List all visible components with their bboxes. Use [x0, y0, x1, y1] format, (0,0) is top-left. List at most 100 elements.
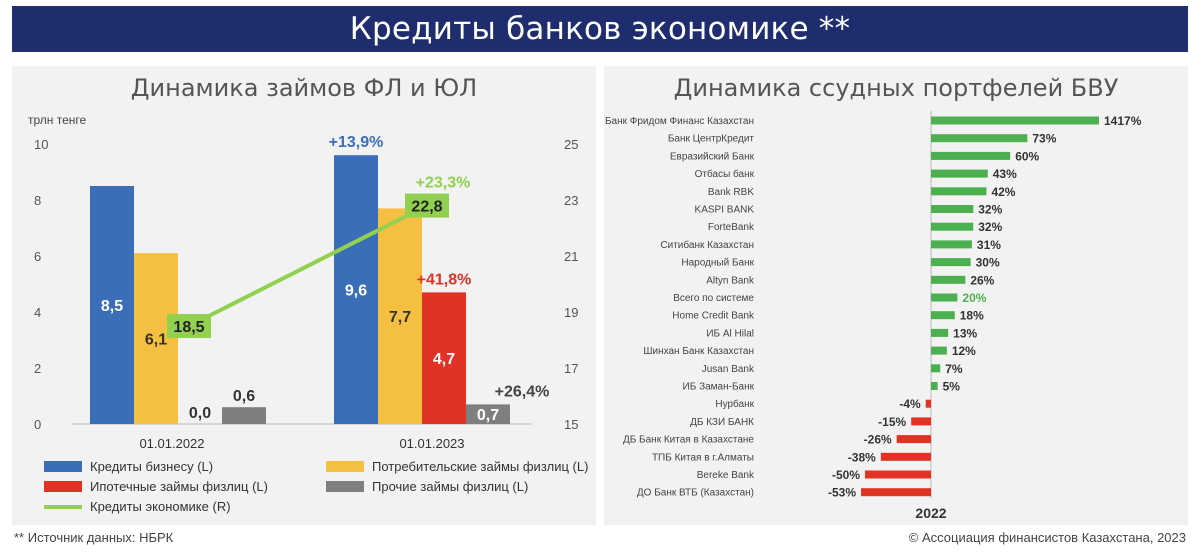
y-tick-label: 10	[34, 137, 48, 152]
bar-value-label: 0,6	[233, 388, 255, 405]
portfolio-bar	[931, 169, 988, 178]
portfolio-value-label: 13%	[953, 326, 977, 340]
bank-name-label: ТПБ Китая в г.Алматы	[652, 452, 754, 463]
growth-label-economy: +23,3%	[416, 175, 471, 192]
portfolio-bar	[931, 328, 949, 337]
bank-name-label: Шинхан Банк Казахстан	[643, 346, 754, 357]
header-banner: Кредиты банков экономике **	[12, 6, 1188, 52]
portfolio-value-label: 30%	[976, 256, 1000, 270]
portfolio-dynamics-chart: Банк Фридом Финанс Казахстан 1417% Банк Це…	[605, 111, 1142, 521]
bank-name-label: Банк Фридом Финанс Казахстан	[605, 116, 754, 127]
legend-swatch-mortgage	[44, 481, 82, 492]
bar-value-label: 6,1	[145, 332, 167, 349]
bar-consumer	[134, 253, 178, 424]
bank-name-label: Народный Банк	[681, 258, 754, 269]
portfolio-bar	[931, 364, 941, 373]
portfolio-value-label: 20%	[962, 291, 986, 305]
bank-name-label: ДО Банк ВТБ (Казахстан)	[637, 488, 754, 499]
portfolio-value-label: 18%	[960, 309, 984, 323]
portfolio-bar	[931, 116, 1099, 125]
portfolio-value-label: 32%	[978, 203, 1002, 217]
portfolio-value-label: 1417%	[1104, 114, 1142, 128]
portfolio-value-label: 26%	[970, 273, 994, 287]
bank-name-label: Евразийский Банк	[670, 151, 755, 162]
legend-label-business: Кредиты бизнесу (L)	[90, 459, 213, 474]
bank-name-label: KASPI BANK	[695, 205, 755, 216]
portfolio-bar	[931, 187, 987, 196]
bank-name-label: ForteBank	[708, 222, 755, 233]
bank-name-label: Home Credit Bank	[672, 311, 755, 322]
copyright-note: © Ассоциация финансистов Казахстана, 202…	[908, 530, 1186, 545]
portfolio-bar	[931, 382, 938, 390]
portfolio-value-label: -53%	[828, 486, 856, 500]
bank-name-label: ИБ Al Hilal	[706, 328, 754, 339]
growth-label-business: +13,9%	[329, 134, 384, 151]
economy-line	[188, 203, 428, 328]
legend-swatch-consumer	[326, 461, 364, 472]
y2-tick-label: 17	[564, 361, 578, 376]
y-tick-label: 6	[34, 249, 41, 264]
x-axis-year-label: 2022	[915, 505, 946, 521]
bar-value-label: 4,7	[433, 351, 455, 368]
bank-name-label: Всего по системе	[673, 293, 754, 304]
y-axis-label: трлн тенге	[28, 113, 86, 127]
portfolio-bar	[931, 275, 966, 284]
bar-value-label: 9,6	[345, 283, 367, 300]
legend-swatch-business	[44, 461, 82, 472]
portfolio-bar	[931, 293, 958, 302]
y-tick-label: 2	[34, 361, 41, 376]
bank-name-label: Bereke Bank	[697, 470, 755, 481]
portfolio-value-label: -38%	[848, 450, 876, 464]
bar-business	[90, 186, 134, 424]
y-tick-label: 8	[34, 193, 41, 208]
legend-label-consumer: Потребительские займы физлиц (L)	[372, 459, 588, 474]
legend-label-mortgage: Ипотечные займы физлиц (L)	[90, 479, 268, 494]
portfolio-bar	[911, 417, 931, 426]
bar-business	[334, 155, 378, 424]
economy-value-label: 22,8	[411, 199, 442, 216]
bar-value-label: 0,7	[477, 407, 499, 424]
y2-tick-label: 19	[564, 305, 578, 320]
portfolio-bar	[931, 222, 974, 231]
portfolio-bar	[880, 452, 931, 461]
growth-label-other: +26,4%	[495, 383, 550, 400]
portfolio-bar	[896, 435, 931, 444]
portfolio-value-label: 60%	[1015, 149, 1039, 163]
portfolio-dynamics-panel: Динамика ссудных портфелей БВУ Банк Фрид…	[604, 66, 1188, 525]
bank-name-label: Ситибанк Казахстан	[660, 239, 754, 251]
bank-name-label: Jusan Bank	[702, 364, 755, 375]
portfolio-bar	[931, 151, 1011, 160]
loans-dynamics-chart: трлн тенге 0 2 4 6 8 10 15 17 19 21 23 25 01.01.2022 0…	[28, 113, 588, 514]
portfolio-value-label: -4%	[899, 397, 921, 411]
portfolio-bar	[865, 470, 931, 479]
economy-point-marker	[405, 193, 449, 218]
portfolio-value-label: -26%	[864, 433, 892, 447]
portfolio-value-label: 5%	[943, 380, 961, 394]
y2-tick-label: 23	[564, 193, 578, 208]
bank-name-label: Отбасы банк	[695, 168, 755, 180]
loans-dynamics-panel: Динамика займов ФЛ и ЮЛ трлн тенге 0 2 4 6 8 1…	[12, 66, 596, 525]
portfolio-value-label: 31%	[977, 238, 1001, 252]
source-note: ** Источник данных: НБРК	[14, 530, 174, 545]
bar-value-label: 0,0	[189, 405, 211, 422]
bar-other	[222, 407, 266, 424]
portfolio-value-label: -50%	[832, 468, 860, 482]
bank-name-label: Altyn Bank	[706, 275, 755, 286]
legend-swatch-other	[326, 481, 364, 492]
portfolio-bar	[861, 488, 931, 497]
y2-tick-label: 15	[564, 417, 578, 432]
portfolio-bar	[931, 205, 974, 213]
bank-name-label: Банк ЦентрКредит	[668, 134, 755, 145]
portfolio-value-label: 42%	[991, 185, 1015, 199]
loans-dynamics-title: Динамика займов ФЛ и ЮЛ	[130, 74, 478, 102]
portfolio-value-label: 7%	[945, 362, 963, 376]
portfolio-bar	[931, 134, 1028, 143]
bank-name-label: ИБ Заман-Банк	[683, 382, 755, 393]
portfolio-value-label: 32%	[978, 220, 1002, 234]
economy-value-label: 18,5	[173, 319, 204, 336]
portfolio-bar	[931, 258, 971, 267]
portfolio-bar	[925, 399, 931, 408]
bank-name-label: ДБ КЗИ БАНК	[690, 417, 754, 428]
bank-name-label: Нурбанк	[715, 398, 754, 410]
y-tick-label: 4	[34, 305, 41, 320]
